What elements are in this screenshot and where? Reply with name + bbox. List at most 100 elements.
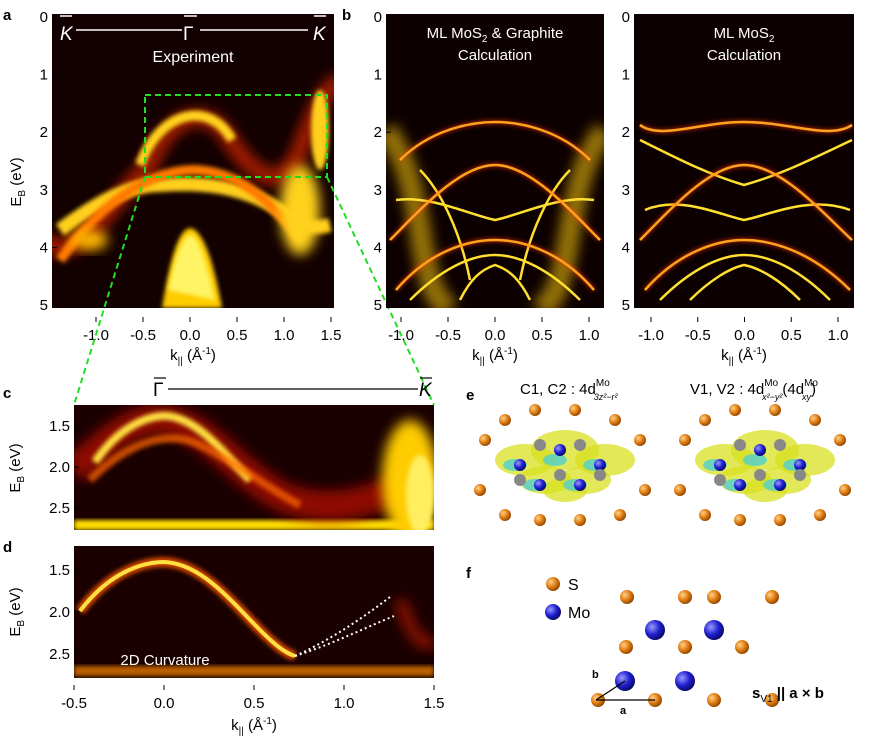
- panel-f-letter: f: [466, 565, 472, 582]
- s-atom: [499, 509, 511, 521]
- panel-b-right: ML MoS2 Calculation 0 1 2 3 4 5 -1.0 -0.5 0.0 0.…: [622, 9, 854, 367]
- mo-atom: [645, 620, 665, 640]
- panel-e-orbital-v: [674, 404, 851, 526]
- s-atom: [734, 514, 746, 526]
- mo-atom: [534, 479, 546, 491]
- panel-e-orbital-c: [474, 404, 651, 526]
- s-atom-gray: [574, 439, 586, 451]
- panel-d: 2D Curvature 1.5 2.0 2.5 -0.5 0.0 0.5 1.0 1.5 …: [3, 539, 444, 737]
- x-tick-label: -0.5: [435, 327, 461, 344]
- panel-b-right-background: [634, 14, 854, 308]
- y-tick-label: 4: [40, 239, 48, 256]
- s-atom: [769, 404, 781, 416]
- panel-a-bands: [52, 73, 334, 308]
- s-atom: [707, 693, 721, 707]
- y-tick-label: 2.0: [49, 604, 70, 621]
- y-tick-label: 2: [40, 124, 48, 141]
- x-tick-label: -1.0: [638, 327, 664, 344]
- panel-b-left-subtitle: Calculation: [458, 47, 532, 64]
- s-atom: [765, 590, 779, 604]
- panel-e: e C1, C2 : 4dMo 3z²−r² V1, V2 : 4dMo x²−y²…: [466, 378, 851, 526]
- mo-atom: [574, 479, 586, 491]
- orbital-lobe: [743, 454, 767, 466]
- panel-b-right-subtitle: Calculation: [707, 47, 781, 64]
- s-atom-gray: [594, 469, 606, 481]
- x-tick-label: 1.0: [334, 695, 355, 712]
- panel-d-bands: [74, 556, 434, 676]
- s-atom-gray: [534, 439, 546, 451]
- s-atom: [614, 509, 626, 521]
- panel-a-letter: a: [3, 7, 12, 24]
- s-atom-gray: [734, 439, 746, 451]
- s-atom: [678, 590, 692, 604]
- panel-d-dotted-line-upper: [294, 596, 391, 657]
- panel-d-x-ticks: -0.5 0.0 0.5 1.0 1.5: [61, 685, 444, 712]
- s-atom: [499, 414, 511, 426]
- y-tick-label: 3: [374, 182, 382, 199]
- s-atom: [674, 484, 686, 496]
- s-atom: [707, 590, 721, 604]
- legend-mo-ball: [545, 604, 561, 620]
- panel-c-kbar: K: [419, 380, 433, 401]
- panel-c-gamma: Γ: [153, 380, 163, 401]
- s-atom: [834, 434, 846, 446]
- y-tick-label: 2.0: [49, 459, 70, 476]
- s-atom: [765, 693, 779, 707]
- panel-d-ylabel: EB (eV): [7, 587, 27, 636]
- s-atom: [735, 640, 749, 654]
- panel-d-dotted-line-lower: [294, 615, 395, 657]
- panel-b-left: ML MoS2 & Graphite Calculation 0 1 2 3 4 5 -1…: [342, 7, 604, 367]
- panel-f-lattice: [591, 590, 779, 707]
- panel-b-left-x-ticks: -1.0 -0.5 0.0 0.5 1.0: [388, 317, 599, 344]
- s-atom: [609, 414, 621, 426]
- y-tick-label: 1.5: [49, 418, 70, 435]
- s-atom: [839, 484, 851, 496]
- panel-b-left-xlabel: k|| (Å-1): [472, 346, 518, 367]
- y-tick-label: 4: [374, 239, 382, 256]
- legend-mo-label: Mo: [568, 605, 590, 622]
- panel-e-right-label: V1, V2 : 4dMo x²−y²(4dMo xy): [690, 378, 818, 402]
- s-atom: [814, 509, 826, 521]
- x-tick-label: 1.0: [579, 327, 600, 344]
- s-atom: [678, 640, 692, 654]
- panel-a-kbar-left: K: [60, 24, 74, 45]
- panel-b-left-bands: [386, 119, 604, 308]
- s-atom: [620, 590, 634, 604]
- mo-atom: [704, 620, 724, 640]
- s-atom-gray: [774, 439, 786, 451]
- y-tick-label: 4: [622, 239, 630, 256]
- panel-a-ylabel: EB (eV): [8, 157, 28, 206]
- x-tick-label: 0.0: [734, 327, 755, 344]
- panel-d-annotation: 2D Curvature: [120, 652, 209, 669]
- panel-b-right-title: ML MoS2: [714, 25, 775, 45]
- s-atom: [479, 434, 491, 446]
- s-atom: [619, 640, 633, 654]
- y-tick-label: 3: [622, 182, 630, 199]
- s-atom: [474, 484, 486, 496]
- y-tick-label: 3: [40, 182, 48, 199]
- panel-b-right-bands: [638, 119, 854, 301]
- x-tick-label: 0.5: [244, 695, 265, 712]
- panel-c: Γ K 1.5 2.0 2.5 EB (eV) c: [3, 377, 434, 530]
- s-atom: [534, 514, 546, 526]
- panel-e-letter: e: [466, 387, 474, 404]
- s-atom-gray: [554, 469, 566, 481]
- vector-b-label: b: [592, 669, 599, 681]
- s-atom: [634, 434, 646, 446]
- x-tick-label: -0.5: [685, 327, 711, 344]
- panel-c-letter: c: [3, 385, 11, 402]
- panel-b-letter: b: [342, 7, 351, 24]
- s-atom: [699, 414, 711, 426]
- y-tick-label: 1: [622, 67, 630, 84]
- mo-atom: [734, 479, 746, 491]
- x-tick-label: 0.5: [227, 327, 248, 344]
- x-tick-label: 0.0: [485, 327, 506, 344]
- x-tick-label: 1.5: [321, 327, 342, 344]
- y-tick-label: 2.5: [49, 646, 70, 663]
- s-atom: [809, 414, 821, 426]
- legend-s-ball: [546, 577, 560, 591]
- y-tick-label: 2: [374, 124, 382, 141]
- panel-b-right-x-ticks: -1.0 -0.5 0.0 0.5 1.0: [638, 317, 848, 344]
- s-atom: [569, 404, 581, 416]
